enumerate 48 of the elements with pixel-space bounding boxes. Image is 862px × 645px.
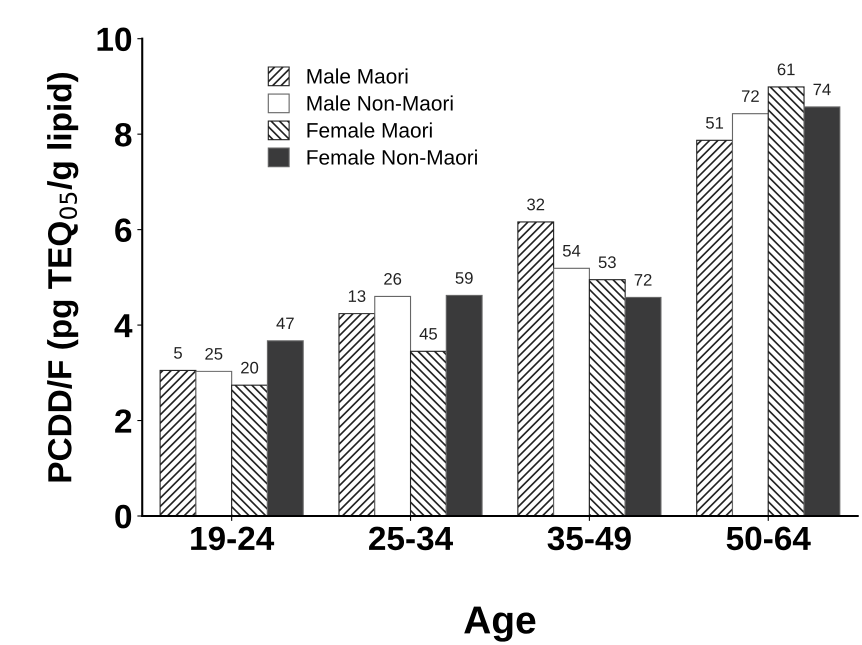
y-axis-title: PCDD/F (pg TEQ$_{05}$/g lipid) bbox=[47, 72, 78, 482]
x-axis-title: Age bbox=[464, 606, 536, 642]
y-tick-label: 4 bbox=[114, 314, 132, 338]
bar bbox=[446, 294, 483, 516]
annotation: 13 bbox=[348, 290, 366, 302]
y-tick-label: 10 bbox=[98, 28, 132, 52]
annotation: 72 bbox=[634, 274, 652, 286]
bar bbox=[266, 340, 304, 516]
annotation: 47 bbox=[276, 318, 294, 330]
x-tick-label: 25-34 bbox=[369, 526, 453, 550]
annotation: 54 bbox=[562, 245, 580, 257]
bar bbox=[696, 140, 734, 516]
bar bbox=[553, 268, 590, 516]
annotation: 72 bbox=[742, 90, 759, 102]
y-tick-label: 0 bbox=[115, 504, 132, 528]
annotation: 45 bbox=[420, 328, 437, 340]
annotation: 51 bbox=[706, 117, 724, 129]
y-tick-label: 6 bbox=[115, 218, 132, 242]
bar bbox=[768, 86, 805, 516]
annotation: 20 bbox=[241, 362, 258, 374]
y-tick-label: 8 bbox=[115, 122, 132, 147]
bar bbox=[517, 221, 554, 516]
annotation: 32 bbox=[527, 198, 544, 210]
bar bbox=[732, 113, 769, 516]
annotation: 5 bbox=[174, 347, 182, 359]
annotation: 61 bbox=[778, 63, 795, 76]
x-tick-label: 19-24 bbox=[191, 526, 274, 550]
legend-label: Male Maori bbox=[308, 68, 408, 84]
y-tick-label: 2 bbox=[115, 409, 132, 433]
bar bbox=[803, 106, 840, 516]
bar bbox=[160, 370, 196, 516]
bar bbox=[588, 279, 626, 516]
bar bbox=[338, 313, 376, 516]
annotation: 74 bbox=[814, 84, 831, 96]
x-tick-label: 35-49 bbox=[548, 526, 631, 550]
annotation: 53 bbox=[598, 256, 616, 268]
legend-label: Male Non-Maori bbox=[308, 95, 453, 111]
bar bbox=[195, 370, 232, 516]
bar bbox=[624, 296, 662, 516]
annotation: 26 bbox=[384, 273, 402, 285]
bar bbox=[374, 296, 412, 516]
legend-label: Female Maori bbox=[308, 122, 432, 138]
bar bbox=[231, 384, 268, 516]
annotation: 59 bbox=[456, 272, 473, 284]
bar bbox=[410, 350, 447, 516]
annotation: 25 bbox=[205, 348, 222, 360]
legend-label: Female Non-Maori bbox=[308, 149, 477, 165]
x-tick-label: 50-64 bbox=[726, 526, 811, 550]
